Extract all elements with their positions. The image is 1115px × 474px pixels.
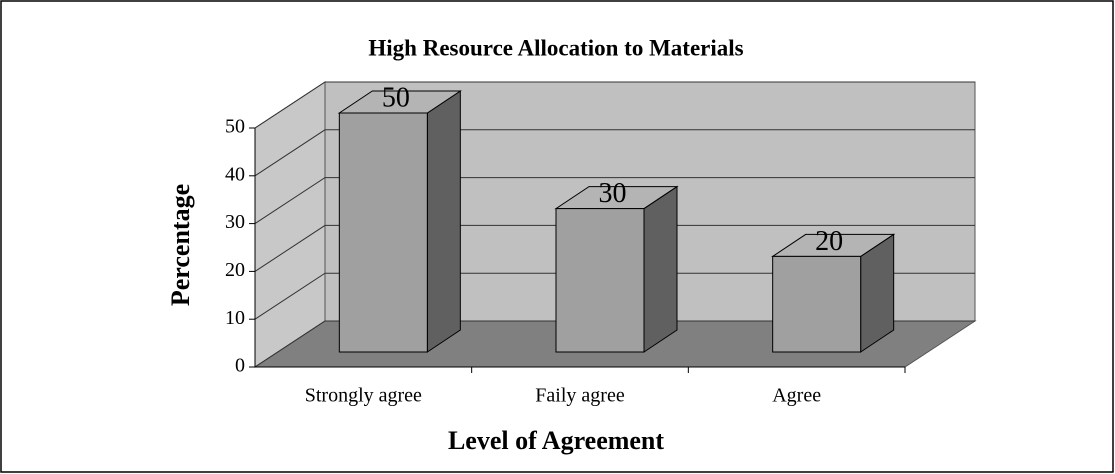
y-tick-label: 50 — [225, 116, 245, 138]
grid-line — [254, 272, 975, 320]
y-tick-label: 20 — [225, 259, 245, 281]
y-tick-label: 10 — [225, 307, 245, 329]
bar — [555, 208, 645, 353]
y-tick-label: 40 — [225, 163, 245, 185]
y-axis-label: Percentage — [166, 184, 195, 306]
side-wall — [254, 81, 326, 368]
x-tick-label: Agree — [772, 385, 821, 407]
data-label: 20 — [815, 226, 843, 257]
bar-side — [426, 90, 461, 353]
y-tick-label: 0 — [235, 355, 245, 377]
x-axis-label: Level of Agreement — [448, 426, 664, 455]
bar — [338, 112, 428, 353]
chart-title: High Resource Allocation to Materials — [368, 35, 743, 60]
grid-line — [254, 224, 975, 272]
grid-line — [254, 320, 975, 368]
grid-line — [254, 81, 975, 129]
grid-line — [254, 177, 975, 225]
data-label: 50 — [382, 82, 410, 113]
data-label: 30 — [599, 178, 627, 209]
grid-line — [254, 129, 975, 177]
y-tick-label: 30 — [225, 211, 245, 233]
bar — [772, 255, 862, 353]
x-tick-label: Faily agree — [535, 385, 625, 407]
x-tick-label: Strongly agree — [305, 385, 422, 407]
bar-side — [643, 185, 678, 353]
